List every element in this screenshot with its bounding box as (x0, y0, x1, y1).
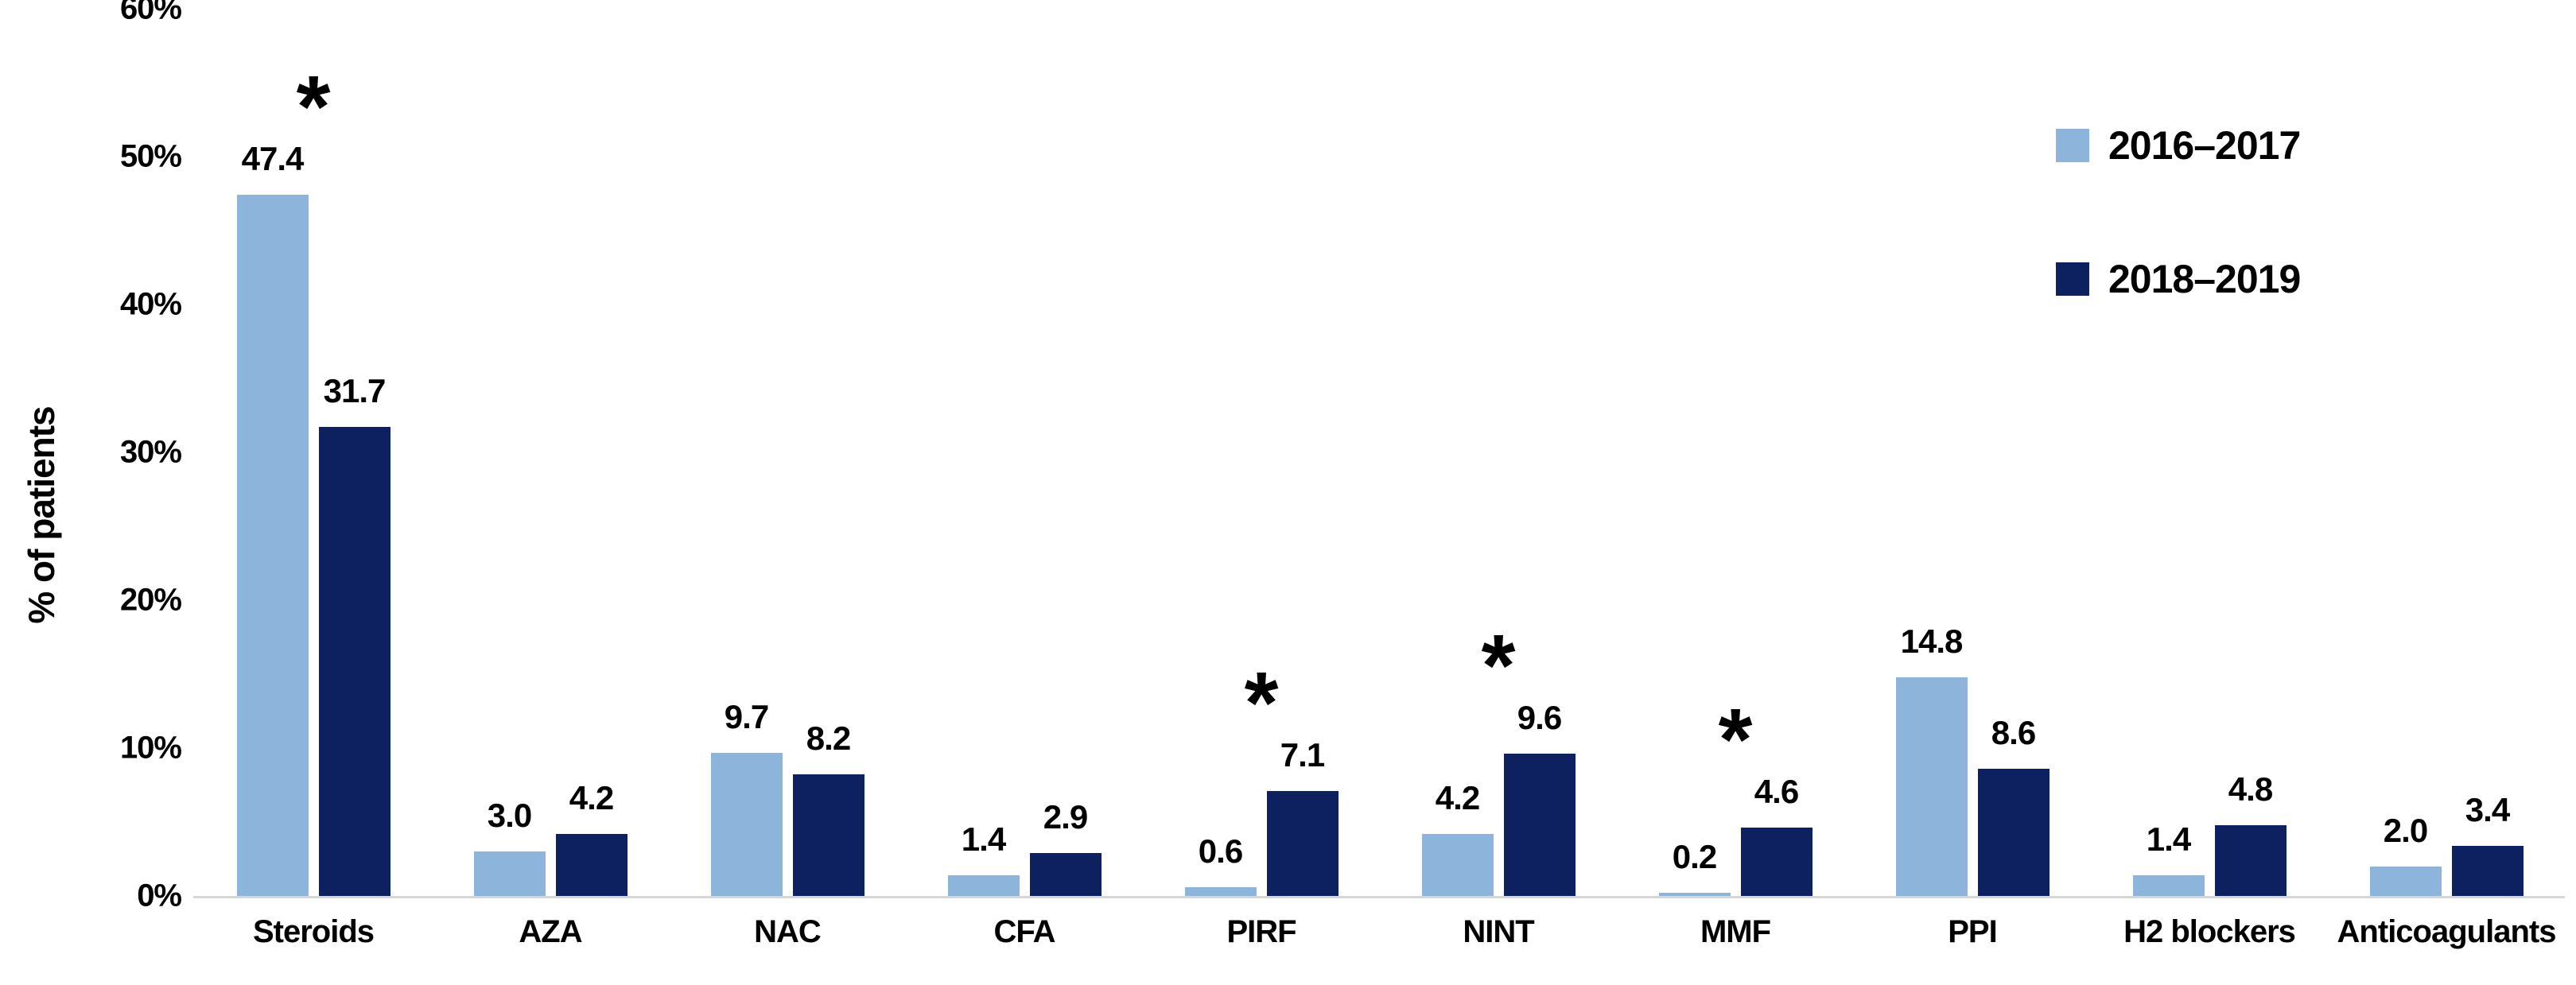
significance-asterisk: * (1481, 617, 1516, 715)
bar-value-label: 2.9 (1043, 798, 1088, 836)
legend: 2016–2017 2018–2019 (2056, 123, 2301, 393)
x-axis-line (193, 896, 2565, 898)
y-axis-tick-labels: 0% 10% 20% 30% 40% 50% 60% (0, 0, 185, 985)
y-tick-label: 30% (119, 434, 182, 470)
bar-2016-2017: 1.4 (947, 822, 1020, 896)
bar-2016-2017: 14.8 (1895, 624, 1968, 896)
category-label: NAC (754, 914, 822, 949)
bar-group: 3.0 4.2 (432, 9, 669, 896)
bar-group: 4.2 9.6 * (1380, 9, 1617, 896)
y-tick-label: 10% (119, 730, 182, 766)
legend-swatch-2018-2019 (2056, 262, 2089, 296)
bar-2018-2019: 4.6 (1740, 775, 1813, 896)
legend-item-2016-2017: 2016–2017 (2056, 123, 2301, 168)
bar-group: 0.2 4.6 * (1617, 9, 1854, 896)
category-label: PIRF (1226, 914, 1296, 949)
category-label: CFA (993, 914, 1056, 949)
y-tick-label: 50% (119, 138, 182, 174)
bar-group: 47.4 31.7 * (195, 9, 432, 896)
bar-group: 2.0 3.4 (2328, 9, 2565, 896)
bar-2018-2019: 4.8 (2214, 772, 2287, 896)
legend-label-2018-2019: 2018–2019 (2108, 257, 2301, 301)
bar-value-label: 47.4 (241, 140, 305, 178)
legend-item-2018-2019: 2018–2019 (2056, 257, 2301, 301)
category-label: NINT (1463, 914, 1534, 949)
bar-2016-2017: 3.0 (473, 799, 546, 896)
y-tick-label: 0% (137, 878, 182, 913)
bar-group: 9.7 8.2 (669, 9, 906, 896)
bar-2016-2017: 4.2 (1421, 781, 1494, 896)
bar-value-label: 14.8 (1900, 622, 1964, 660)
bar-2018-2019: 8.2 (792, 722, 864, 896)
bar-value-label: 4.2 (569, 778, 614, 816)
bar-2016-2017: 9.7 (710, 700, 783, 896)
bar-value-label: 0.6 (1198, 832, 1243, 870)
category-label: PPI (1948, 914, 1997, 949)
legend-label-2016-2017: 2016–2017 (2108, 123, 2301, 168)
bar-value-label: 4.6 (1754, 773, 1799, 811)
bar-value-label: 8.6 (1991, 714, 2036, 752)
bar-2016-2017: 47.4 (236, 142, 309, 896)
y-tick-label: 40% (119, 286, 182, 322)
bar-group: 1.4 2.9 (906, 9, 1143, 896)
significance-asterisk: * (296, 58, 331, 157)
bar-2016-2017: 2.0 (2369, 813, 2442, 896)
y-tick-label: 20% (119, 582, 182, 618)
bar-value-label: 4.2 (1435, 778, 1480, 816)
category-label: MMF (1700, 914, 1771, 949)
bar-group: 14.8 8.6 (1854, 9, 2091, 896)
bar-value-label: 2.0 (2383, 811, 2428, 849)
category-label: AZA (519, 914, 582, 949)
category-label: Anticoagulants (2337, 914, 2557, 949)
bar-value-label: 1.4 (2146, 820, 2191, 858)
bar-value-label: 3.0 (487, 797, 532, 835)
bar-2016-2017: 0.6 (1184, 834, 1257, 896)
bar-value-label: 1.4 (961, 820, 1006, 858)
bar-value-label: 4.8 (2228, 770, 2273, 808)
bar-value-label: 9.6 (1517, 699, 1562, 737)
bar-group: 1.4 4.8 (2091, 9, 2328, 896)
legend-swatch-2016-2017 (2056, 129, 2089, 162)
category-label: H2 blockers (2123, 914, 2296, 949)
bar-2018-2019: 7.1 (1266, 738, 1339, 896)
bar-2018-2019: 8.6 (1977, 716, 2050, 896)
bar-2016-2017: 0.2 (1658, 840, 1731, 896)
bar-value-label: 31.7 (323, 372, 387, 410)
bar-2018-2019: 4.2 (555, 781, 627, 896)
bar-2018-2019: 2.9 (1029, 801, 1102, 896)
bar-value-label: 7.1 (1280, 735, 1325, 774)
y-tick-label: 60% (119, 0, 182, 26)
bar-value-label: 9.7 (724, 697, 769, 735)
bar-2016-2017: 1.4 (2132, 822, 2205, 896)
bar-value-label: 0.2 (1672, 838, 1717, 876)
plot-area: 47.4 31.7 * 3.0 4.2 9.7 8.2 1.4 2.9 0.6 7.1 * 4.2 9.6… (195, 9, 2565, 896)
bar-2018-2019: 31.7 (318, 374, 390, 896)
bar-2018-2019: 3.4 (2451, 793, 2524, 896)
bar-group: 0.6 7.1 * (1143, 9, 1380, 896)
x-axis-category-labels: Steroids AZA NAC CFA PIRF NINT MMF PPI H2 blocke… (195, 916, 2565, 948)
significance-asterisk: * (1718, 691, 1753, 789)
significance-asterisk: * (1244, 653, 1279, 752)
bar-2018-2019: 9.6 (1503, 701, 1576, 896)
bar-value-label: 3.4 (2465, 790, 2510, 828)
bar-value-label: 8.2 (806, 719, 851, 758)
category-label: Steroids (252, 914, 375, 949)
